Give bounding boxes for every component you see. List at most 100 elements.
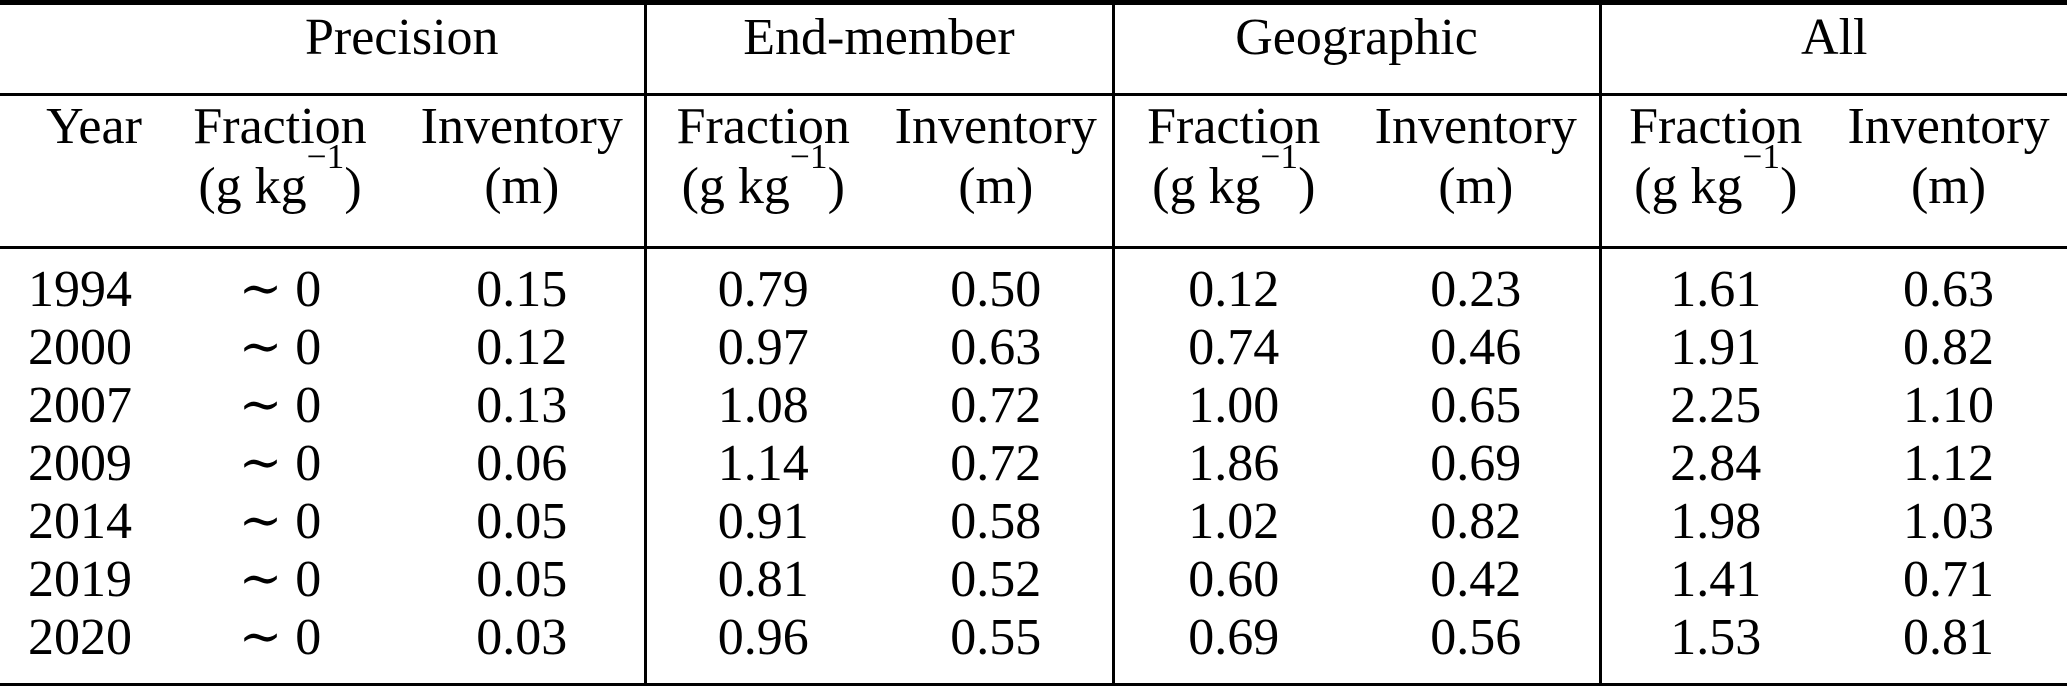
group-header-all: All: [1600, 2, 2067, 96]
table-cell: 1.98: [1670, 493, 1762, 550]
table-row: 2009 ∼ 0 0.06 1.14 0.72 1.86 0.69 2.84 1…: [0, 435, 2067, 493]
table-cell: 2.84: [1670, 435, 1762, 492]
table-cell: 0.81: [1903, 609, 1995, 666]
column-label: Inventory: [1847, 98, 2050, 155]
spacer-cell: [1113, 667, 1353, 686]
spacer-cell: [1353, 667, 1602, 686]
unit-superscript: −1: [1260, 135, 1299, 176]
table-cell: ∼ 0: [238, 551, 322, 608]
table-cell: ∼ 0: [238, 609, 322, 666]
table-cell: 0.79: [717, 261, 809, 318]
table-cell: 0.71: [1903, 551, 1995, 608]
spacer-cell: [1600, 667, 1830, 686]
column-label: Inventory: [894, 98, 1097, 155]
table-row: 2019 ∼ 0 0.05 0.81 0.52 0.60 0.42 1.41 0…: [0, 551, 2067, 609]
table-cell: 1.86: [1188, 435, 1280, 492]
table-row: 2014 ∼ 0 0.05 0.91 0.58 1.02 0.82 1.98 1…: [0, 493, 2067, 551]
column-header-year: Year: [0, 94, 160, 249]
column-label: Inventory: [420, 98, 623, 155]
table-cell: 1.41: [1670, 551, 1762, 608]
table-cell: 0.81: [717, 551, 809, 608]
table-cell: 0.69: [1353, 435, 1602, 493]
column-header-row: Year Fraction (g kg−1) Inventory (m) Fra…: [0, 94, 2067, 249]
spacer-row: [0, 667, 2067, 686]
column-label: Fraction: [1629, 98, 1803, 155]
column-header-endmember-inventory: Inventory (m): [880, 94, 1115, 249]
table-cell: 0.23: [1353, 247, 1602, 319]
year-cell: 1994: [28, 261, 132, 318]
table-cell: 0.05: [400, 551, 647, 609]
spacer-cell: [1830, 667, 2067, 686]
year-cell: 2009: [28, 435, 132, 492]
table-cell: 1.53: [1670, 609, 1762, 666]
table-cell: 0.46: [1353, 319, 1602, 377]
column-unit: (g kg−1): [1634, 135, 1798, 215]
table-row: 1994 ∼ 0 0.15 0.79 0.50 0.12 0.23 1.61 0…: [0, 247, 2067, 319]
table-cell: 0.63: [880, 319, 1115, 377]
table-cell: 1.61: [1670, 261, 1762, 318]
table-cell: 0.03: [400, 609, 647, 667]
table-cell: ∼ 0: [238, 377, 322, 434]
table-cell: 1.10: [1903, 377, 1995, 434]
table-cell: 0.50: [880, 247, 1115, 319]
table-cell: 0.12: [1188, 261, 1280, 318]
column-label: Fraction: [1147, 98, 1321, 155]
table-cell: 1.02: [1188, 493, 1280, 550]
table-cell: ∼ 0: [238, 435, 322, 492]
column-header-all-fraction: Fraction (g kg−1): [1600, 94, 1831, 249]
table-cell: 0.65: [1353, 377, 1602, 435]
year-cell: 2020: [28, 609, 132, 666]
table-cell: 0.05: [400, 493, 647, 551]
table-cell: 0.52: [880, 551, 1115, 609]
table-cell: 0.72: [880, 435, 1115, 493]
column-header-endmember-fraction: Fraction (g kg−1): [645, 94, 880, 249]
table-cell: 0.91: [717, 493, 809, 550]
column-unit: (m): [958, 158, 1034, 215]
table-cell: 0.42: [1353, 551, 1602, 609]
column-header-all-inventory: Inventory (m): [1830, 94, 2067, 249]
group-header-empty: [0, 2, 160, 96]
table-cell: 0.96: [717, 609, 809, 666]
spacer-cell: [880, 667, 1115, 686]
column-header-geographic-fraction: Fraction (g kg−1): [1113, 94, 1354, 249]
table-cell: 0.63: [1903, 261, 1995, 318]
column-unit: (m): [1438, 158, 1514, 215]
year-cell: 2000: [28, 319, 132, 376]
table-cell: 0.82: [1903, 319, 1995, 376]
unit-superscript: −1: [789, 135, 828, 176]
column-unit: (g kg−1): [681, 135, 845, 215]
table-cell: 1.12: [1903, 435, 1995, 492]
unit-superscript: −1: [1742, 135, 1781, 176]
table-cell: 0.13: [400, 377, 647, 435]
table-cell: 0.74: [1188, 319, 1280, 376]
column-unit: (g kg−1): [198, 135, 362, 215]
unit-superscript: −1: [306, 135, 345, 176]
spacer-cell: [0, 667, 160, 686]
year-cell: 2007: [28, 377, 132, 434]
column-unit: (g kg−1): [1152, 135, 1316, 215]
spacer-cell: [645, 667, 880, 686]
column-header-precision-inventory: Inventory (m): [400, 94, 647, 249]
table-cell: 1.08: [717, 377, 809, 434]
column-unit: (m): [484, 158, 560, 215]
table-cell: 0.56: [1353, 609, 1602, 667]
year-cell: 2019: [28, 551, 132, 608]
table-cell: 0.15: [400, 247, 647, 319]
column-header-geographic-inventory: Inventory (m): [1353, 94, 1602, 249]
table-cell: 1.91: [1670, 319, 1762, 376]
group-header-end-member: End-member: [645, 2, 1115, 96]
group-header-geographic: Geographic: [1113, 2, 1602, 96]
group-header-row: Precision End-member Geographic All: [0, 2, 2067, 96]
table-cell: 0.72: [880, 377, 1115, 435]
spacer-cell: [400, 667, 647, 686]
table-row: 2007 ∼ 0 0.13 1.08 0.72 1.00 0.65 2.25 1…: [0, 377, 2067, 435]
table-cell: 2.25: [1670, 377, 1762, 434]
group-header-precision: Precision: [160, 2, 647, 96]
table-cell: ∼ 0: [238, 319, 322, 376]
column-label: Fraction: [193, 98, 367, 155]
table-cell: 1.14: [717, 435, 809, 492]
table-cell: 0.97: [717, 319, 809, 376]
table-cell: 0.60: [1188, 551, 1280, 608]
table-cell: 0.12: [400, 319, 647, 377]
table-cell: 1.00: [1188, 377, 1280, 434]
